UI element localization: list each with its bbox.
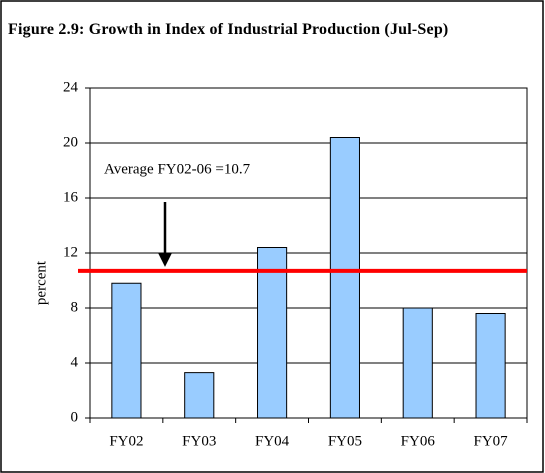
- y-tick-label: 8: [71, 299, 79, 315]
- bar: [475, 313, 506, 419]
- annotation: Average FY02-06 =10.7: [104, 161, 251, 177]
- x-tick-label: FY03: [182, 433, 216, 449]
- y-axis-label: percent: [33, 260, 49, 305]
- chart-title: Figure 2.9: Growth in Index of Industria…: [8, 21, 449, 38]
- x-tick-label: FY06: [401, 433, 436, 449]
- bar: [111, 282, 142, 419]
- x-tick-label: FY04: [255, 433, 290, 449]
- bar: [329, 137, 360, 419]
- arrow-head: [158, 252, 172, 267]
- y-tick-label: 4: [71, 354, 79, 370]
- y-tick-label: 20: [63, 134, 78, 150]
- x-tick-label: FY02: [109, 433, 143, 449]
- y-tick-label: 16: [63, 189, 79, 205]
- bar: [257, 247, 288, 419]
- x-tick-label: FY07: [473, 433, 508, 449]
- bar: [184, 372, 215, 419]
- y-tick-label: 24: [63, 79, 79, 95]
- y-tick-label: 12: [63, 244, 78, 260]
- y-tick-label: 0: [71, 409, 79, 425]
- bar: [402, 307, 433, 419]
- x-tick-label: FY05: [328, 433, 362, 449]
